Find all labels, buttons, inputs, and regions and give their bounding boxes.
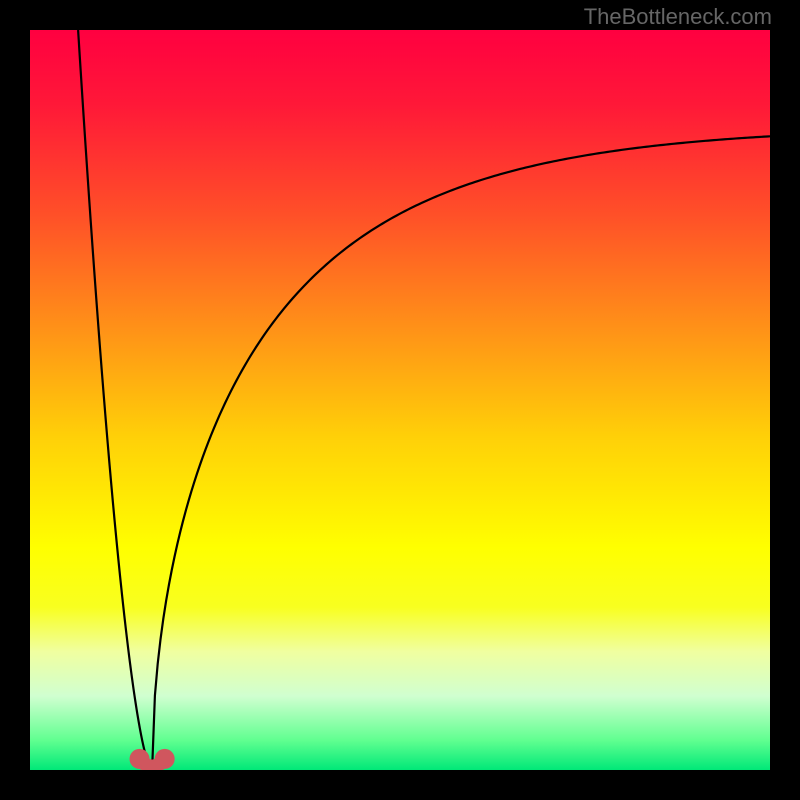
watermark-text: TheBottleneck.com: [584, 4, 772, 30]
plot-area: [30, 30, 770, 770]
bottleneck-curve: [30, 30, 770, 770]
optimum-marker-left: [130, 749, 150, 769]
bottleneck-chart-container: { "canvas": { "width": 800, "height": 80…: [0, 0, 800, 800]
bottleneck-curve-path: [78, 30, 770, 770]
optimum-marker-right: [155, 749, 175, 769]
